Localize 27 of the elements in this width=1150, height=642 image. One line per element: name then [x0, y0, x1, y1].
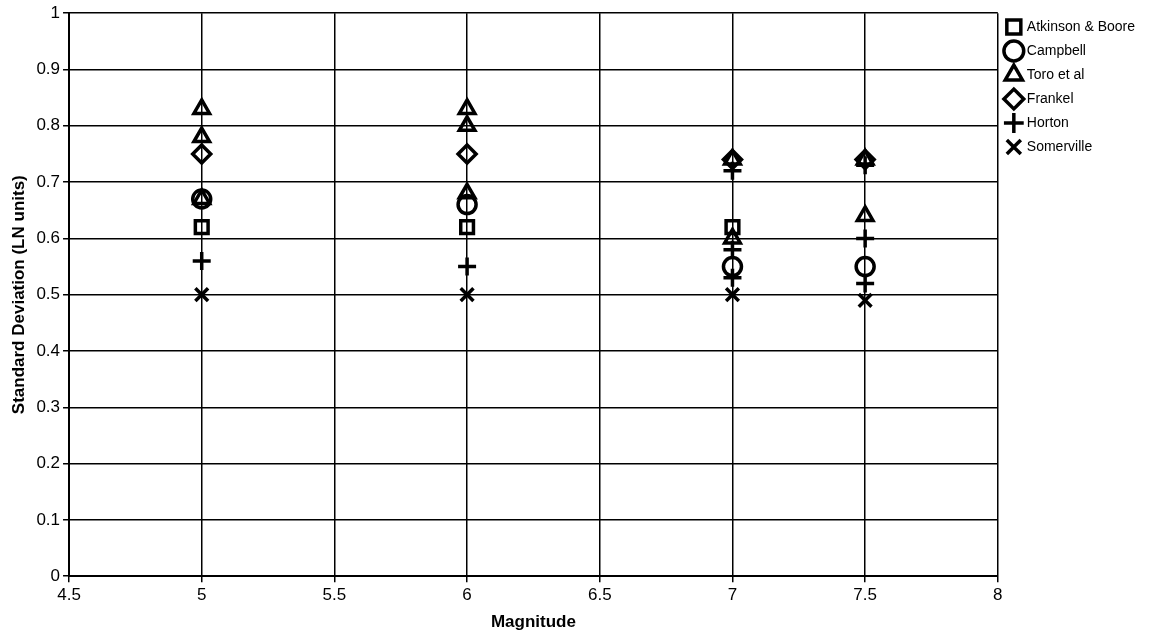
legend-label: Somerville [1026, 137, 1093, 154]
y-tick-label: 0.8 [36, 115, 61, 135]
y-tick-label: 1 [50, 2, 61, 22]
x-tick-label: 5 [196, 585, 207, 605]
legend-label: Toro et al [1026, 65, 1085, 82]
legend-label: Horton [1026, 113, 1069, 130]
x-tick-label: 4.5 [57, 585, 81, 605]
x-tick-label: 7.5 [853, 585, 877, 605]
x-tick-label: 6.5 [587, 585, 612, 605]
y-tick-label: 0 [50, 565, 61, 585]
y-tick-label: 0.7 [36, 171, 61, 191]
y-tick-label: 0.2 [36, 453, 61, 473]
y-tick-label: 0.5 [36, 284, 61, 304]
y-tick-label: 0.4 [36, 340, 61, 360]
x-tick-label: 5.5 [322, 585, 347, 605]
y-tick-label: 0.3 [36, 396, 61, 416]
x-tick-label: 7 [727, 585, 738, 605]
legend-label: Campbell [1026, 41, 1086, 58]
legend-label: Atkinson & Boore [1026, 17, 1136, 34]
legend-label: Frankel [1026, 89, 1074, 106]
y-tick-label: 0.6 [36, 228, 61, 248]
x-tick-label: 8 [993, 585, 1003, 605]
y-axis-title: Standard Deviation (LN units) [8, 175, 28, 415]
x-axis-title: Magnitude [490, 612, 576, 632]
y-tick-label: 0.9 [36, 59, 61, 79]
y-tick-label: 0.1 [36, 509, 61, 529]
x-tick-label: 6 [462, 585, 472, 605]
